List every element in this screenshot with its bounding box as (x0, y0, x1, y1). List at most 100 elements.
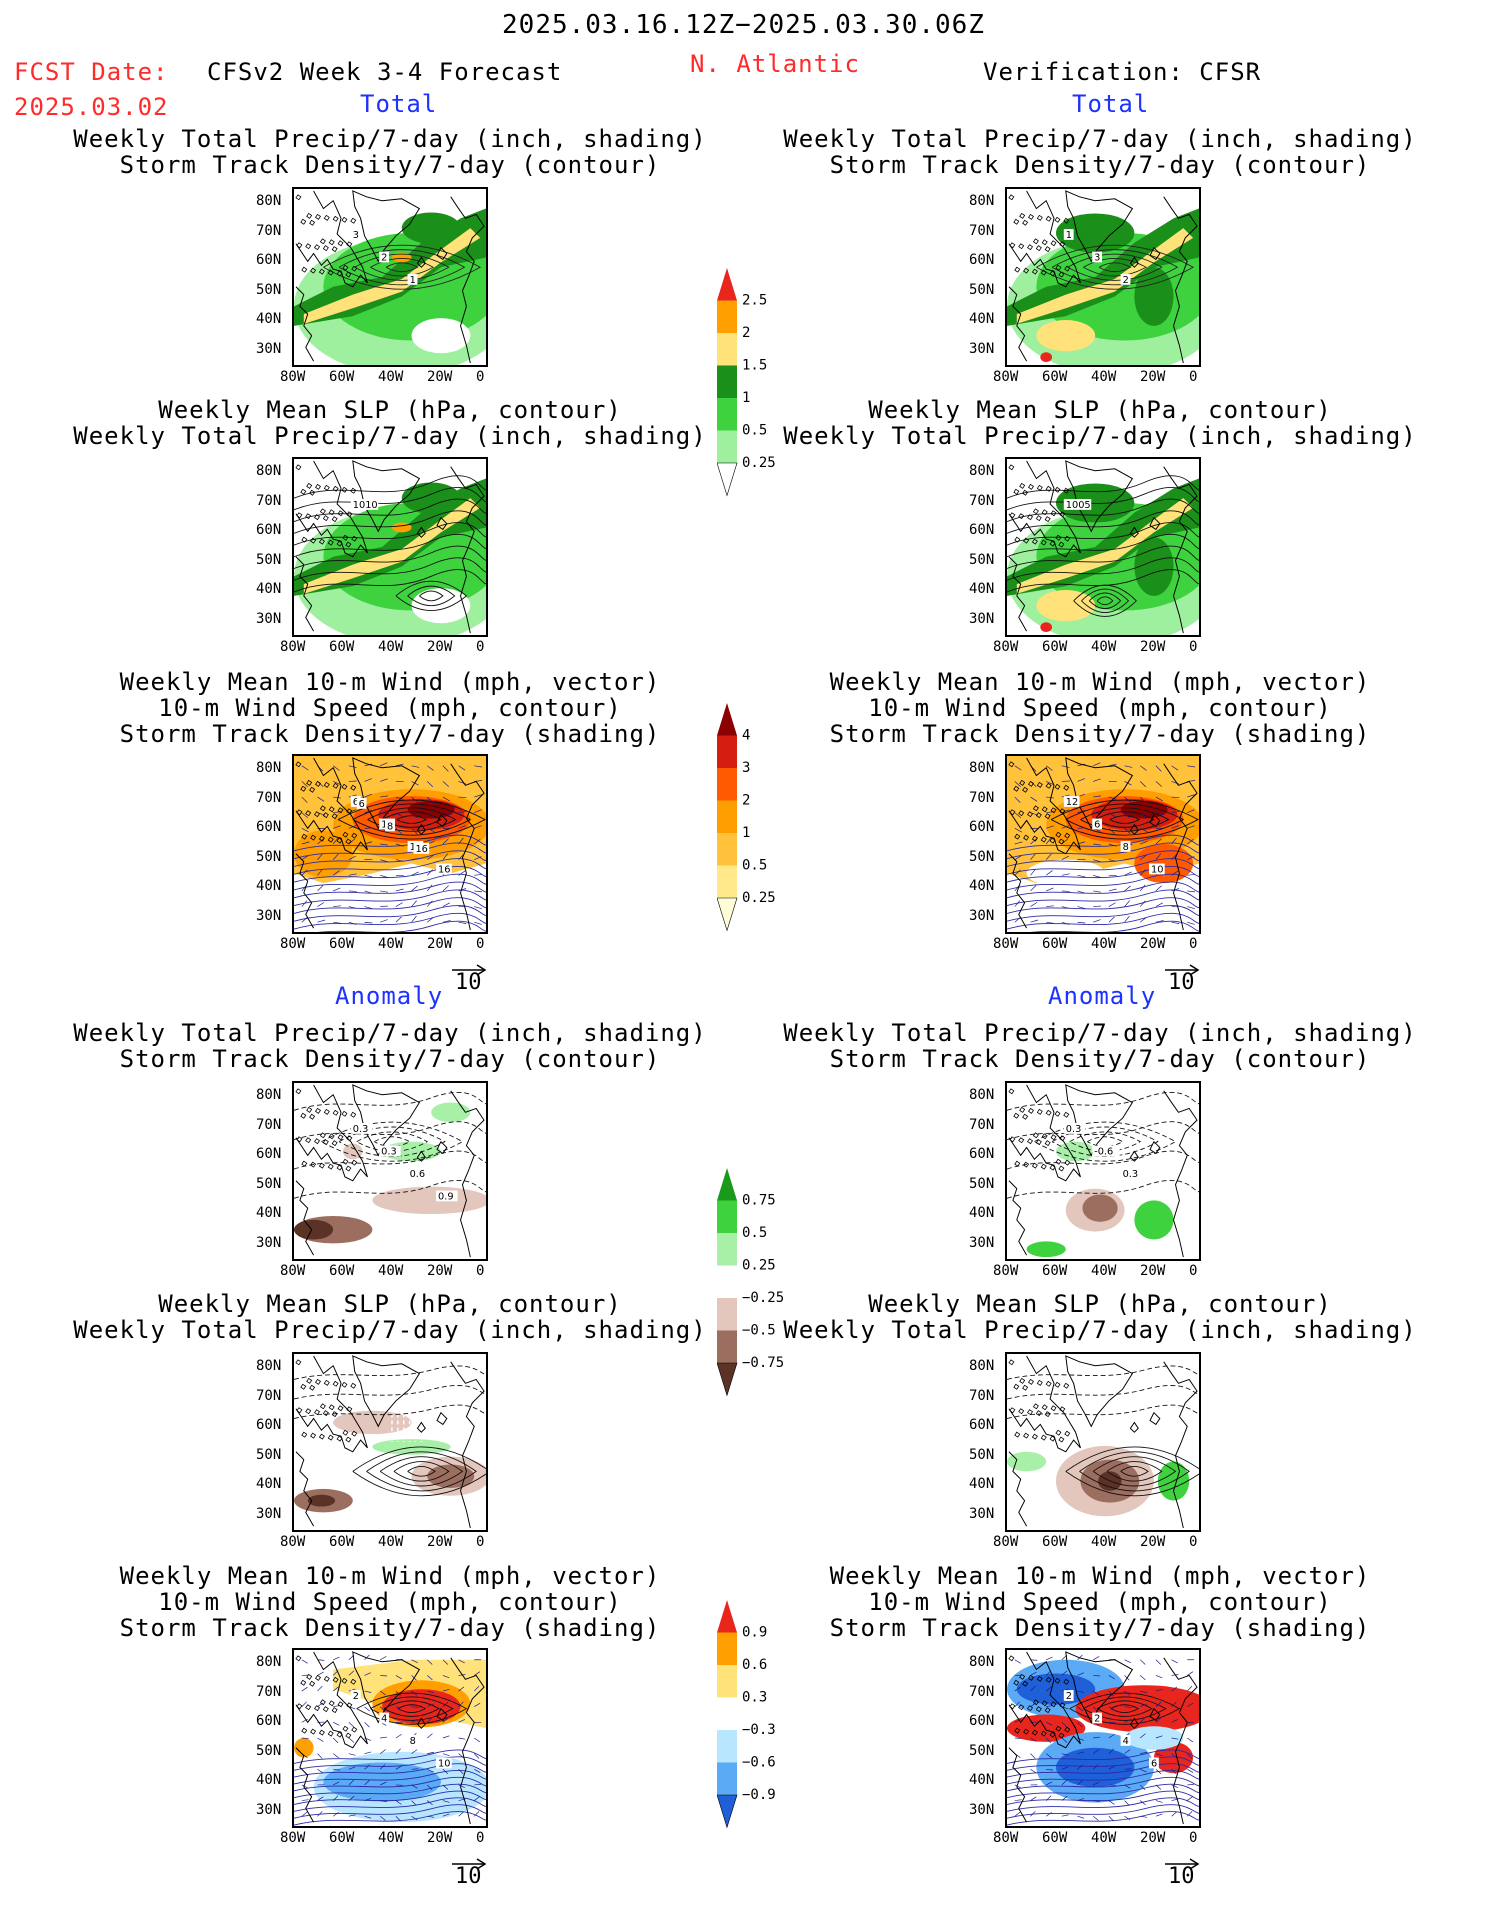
contour-line (1007, 1180, 1199, 1199)
contour-label-box (436, 1190, 458, 1202)
coastline (450, 1361, 485, 1529)
wind-vector (1014, 841, 1023, 845)
island-outline (315, 780, 321, 787)
island-outline (346, 1406, 353, 1413)
wind-vector (1108, 1733, 1115, 1739)
wind-vector (1061, 1670, 1068, 1676)
shading-area (1007, 1451, 1047, 1472)
contour-line (1007, 1756, 1199, 1771)
shading-area (342, 1143, 363, 1160)
island-outline (1045, 1109, 1052, 1116)
wind-vector (380, 795, 389, 798)
island-outline (1064, 535, 1071, 542)
model-title: CFSv2 Week 3-4 Forecast (207, 58, 563, 86)
wind-vector (1046, 1781, 1053, 1786)
wind-vector (427, 1703, 434, 1708)
island-outline (1027, 1705, 1034, 1712)
title-line: Storm Track Density/7-day (shading) (829, 720, 1371, 748)
island-outline (1009, 512, 1016, 519)
lat-tick-label: 80N (969, 760, 995, 776)
contour-line (1007, 1092, 1199, 1111)
wind-vector (1061, 1688, 1069, 1692)
wind-vector (348, 1766, 356, 1770)
wind-vector (395, 916, 402, 923)
island-outline (342, 1429, 349, 1436)
island-outline (1044, 1707, 1051, 1714)
wind-vector (301, 841, 310, 845)
wind-vector (1046, 825, 1054, 829)
wind-vector (301, 1811, 308, 1817)
wind-vector (1155, 853, 1162, 860)
contour-line (294, 1776, 486, 1792)
island-outline (342, 534, 349, 541)
island-outline (1040, 269, 1047, 276)
contour-line (294, 889, 486, 907)
contour-line (366, 1451, 477, 1492)
island-outline (1019, 482, 1026, 489)
contour-label: 1010 (353, 500, 378, 511)
island-outline (337, 1405, 344, 1412)
island-outline (351, 1726, 358, 1733)
wind-vector (1140, 917, 1147, 923)
lon-tick-label: 60W (329, 1263, 355, 1279)
wind-vector (1171, 1769, 1177, 1775)
island-outline (301, 1727, 308, 1734)
wind-vector (1077, 874, 1086, 878)
island-outline (1044, 813, 1051, 820)
lat-tick-label: 40N (969, 581, 995, 597)
coastline (1008, 1651, 1081, 1749)
wind-vector (348, 890, 357, 892)
lon-tick-label: 80W (993, 936, 1019, 952)
island-outline (328, 1133, 335, 1140)
island-outline (1013, 1679, 1020, 1686)
wind-vector (332, 870, 340, 876)
coastline (450, 196, 485, 364)
island-outline (1054, 1677, 1061, 1684)
shading-area (372, 1439, 451, 1455)
wind-vector (1108, 902, 1116, 907)
island-outline (1059, 808, 1066, 815)
contour-line (294, 866, 486, 883)
wind-vector (1046, 887, 1054, 892)
contour-line (397, 1704, 427, 1714)
contour-line (352, 803, 472, 836)
wind-vector (458, 1811, 465, 1817)
wind-vector (1108, 1706, 1115, 1711)
island-outline (351, 1159, 358, 1166)
contour-line (337, 799, 486, 840)
lon-tick-label: 60W (329, 1534, 355, 1550)
island-outline (323, 1108, 330, 1115)
island-outline (1063, 784, 1070, 791)
island-outline (306, 1106, 313, 1113)
island-outline (1022, 219, 1029, 226)
map-panel: 1 3 2 (1005, 187, 1201, 367)
wind-vector (1140, 1800, 1146, 1806)
island-outline (1023, 834, 1030, 841)
lat-tick-label: 30N (256, 907, 282, 924)
wind-vector (1046, 1656, 1053, 1661)
wind-vector (333, 796, 341, 799)
coastline (1065, 190, 1134, 263)
island-outline (295, 464, 302, 471)
colorbar-tick-label: 0.6 (742, 1657, 767, 1673)
island-outline (310, 834, 317, 841)
island-outline (323, 214, 330, 221)
island-outline (300, 1112, 307, 1119)
wind-vector (1014, 1686, 1021, 1692)
island-outline (319, 1403, 326, 1410)
wind-vector (317, 868, 323, 876)
coastline (1065, 757, 1134, 830)
wind-vector (426, 869, 433, 876)
island-outline (345, 1165, 352, 1172)
wind-vector (1171, 870, 1179, 876)
wind-vector (1124, 1768, 1132, 1770)
wind-vector (458, 1659, 465, 1664)
coastline (416, 256, 426, 268)
wind-vector (1124, 1784, 1131, 1789)
island-outline (296, 809, 303, 816)
map-panel: 61214166816 (292, 754, 488, 934)
title-line: Weekly Total Precip/7-day (inch, shading… (73, 422, 707, 450)
contour-label: 12 (1066, 797, 1078, 808)
wind-vector (1014, 900, 1021, 907)
contour-label-box (1063, 1123, 1086, 1134)
